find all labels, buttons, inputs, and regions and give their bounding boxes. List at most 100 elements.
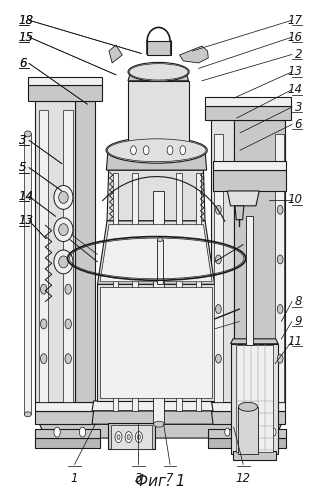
Polygon shape (98, 284, 215, 401)
Ellipse shape (153, 421, 164, 427)
Text: 6: 6 (19, 57, 26, 70)
Polygon shape (35, 411, 97, 424)
Ellipse shape (59, 256, 68, 268)
Circle shape (277, 354, 283, 363)
Polygon shape (230, 339, 278, 344)
Circle shape (216, 255, 221, 264)
Text: 13: 13 (19, 214, 34, 227)
Ellipse shape (106, 137, 207, 163)
Text: 11: 11 (287, 335, 302, 348)
Bar (110, 425, 152, 449)
Polygon shape (106, 150, 207, 170)
Bar (24, 134, 31, 414)
Circle shape (135, 432, 142, 443)
Polygon shape (107, 170, 205, 221)
Circle shape (180, 146, 186, 155)
Ellipse shape (24, 131, 31, 137)
Polygon shape (35, 438, 100, 448)
Bar (113, 173, 118, 411)
Ellipse shape (54, 250, 73, 274)
Polygon shape (74, 101, 95, 402)
Circle shape (40, 354, 47, 364)
Polygon shape (227, 191, 259, 206)
Text: 15: 15 (19, 30, 34, 43)
Polygon shape (205, 97, 291, 106)
Text: 3: 3 (19, 134, 26, 147)
Polygon shape (128, 72, 188, 81)
Ellipse shape (157, 238, 163, 242)
Circle shape (277, 205, 283, 214)
Bar (157, 240, 163, 284)
Bar (128, 81, 188, 150)
Bar (275, 134, 284, 402)
Text: 3: 3 (19, 134, 26, 147)
Circle shape (216, 354, 221, 363)
Circle shape (131, 146, 136, 155)
Bar (239, 407, 257, 454)
Circle shape (79, 427, 86, 437)
Text: 7: 7 (166, 472, 174, 485)
Circle shape (65, 284, 71, 294)
Text: 10: 10 (287, 194, 302, 207)
Polygon shape (213, 161, 286, 170)
Bar (214, 134, 223, 402)
Circle shape (216, 205, 221, 214)
Bar (64, 110, 73, 402)
Circle shape (117, 435, 120, 440)
Text: 6: 6 (295, 118, 302, 131)
Polygon shape (235, 206, 244, 220)
Text: 8: 8 (295, 295, 302, 308)
Polygon shape (92, 401, 213, 411)
Text: 18: 18 (19, 14, 34, 27)
Polygon shape (39, 414, 282, 424)
Polygon shape (212, 402, 285, 411)
Circle shape (216, 304, 221, 313)
Text: 18: 18 (19, 14, 34, 27)
Text: 14: 14 (19, 190, 34, 203)
Polygon shape (212, 120, 234, 402)
Polygon shape (109, 45, 122, 63)
Text: 5: 5 (19, 161, 26, 174)
Ellipse shape (107, 139, 206, 162)
Text: 15: 15 (19, 30, 34, 43)
Bar (233, 452, 276, 461)
Ellipse shape (59, 224, 68, 236)
Ellipse shape (54, 186, 73, 209)
Circle shape (40, 319, 47, 329)
Bar (153, 191, 164, 424)
Circle shape (277, 304, 283, 313)
Text: 14: 14 (19, 190, 34, 203)
Circle shape (65, 319, 71, 329)
Bar (147, 41, 171, 55)
Circle shape (271, 428, 276, 436)
Polygon shape (230, 344, 278, 454)
Circle shape (127, 435, 130, 440)
Polygon shape (212, 411, 285, 424)
Text: 3: 3 (295, 101, 302, 114)
Polygon shape (29, 77, 102, 85)
Bar (195, 173, 201, 411)
Polygon shape (29, 85, 102, 101)
Circle shape (260, 428, 265, 436)
Ellipse shape (24, 412, 31, 417)
Polygon shape (100, 225, 212, 282)
Ellipse shape (239, 402, 257, 411)
Polygon shape (35, 101, 74, 402)
Polygon shape (35, 429, 100, 438)
Circle shape (143, 146, 149, 155)
Text: 13: 13 (287, 65, 302, 78)
Circle shape (65, 354, 71, 364)
Polygon shape (208, 438, 286, 448)
Ellipse shape (54, 218, 73, 242)
Ellipse shape (59, 192, 68, 204)
Circle shape (225, 428, 230, 436)
Text: Фиг. 1: Фиг. 1 (135, 474, 186, 489)
Text: 9: 9 (295, 315, 302, 328)
Polygon shape (92, 411, 213, 424)
Circle shape (54, 427, 60, 437)
Ellipse shape (128, 62, 189, 81)
Bar (236, 345, 273, 452)
Polygon shape (205, 106, 291, 120)
Text: 5: 5 (19, 161, 26, 174)
Circle shape (137, 435, 141, 440)
